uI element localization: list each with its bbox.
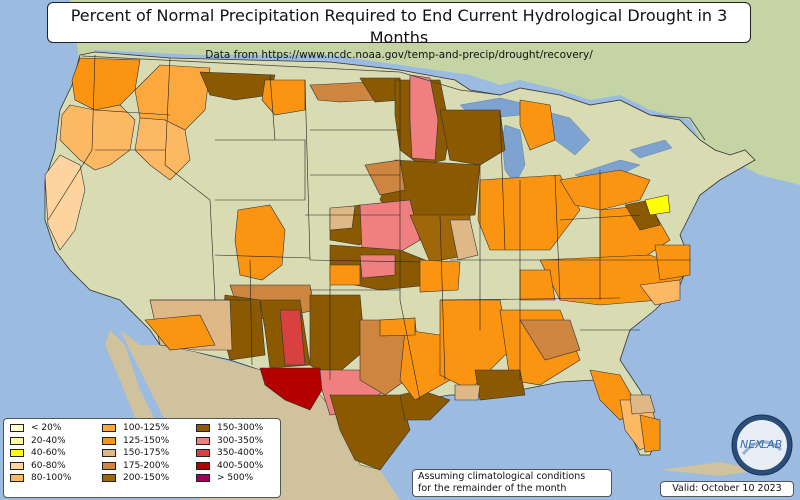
canada-landmass (0, 0, 800, 185)
title-box: Percent of Normal Precipitation Required… (47, 2, 751, 61)
legend-swatch (10, 461, 24, 470)
legend-item: 125-150% (102, 435, 169, 448)
legend-column-1: < 20% 20-40% 40-60% 60-80% 80-100% (10, 422, 71, 485)
legend-swatch (196, 424, 210, 433)
legend-label: 100-125% (123, 423, 170, 434)
legend-label: 20-40% (31, 435, 66, 446)
legend-label: 60-80% (31, 460, 66, 471)
legend-item: 350-400% (196, 447, 263, 460)
legend-label: 40-60% (31, 448, 66, 459)
legend-label: 350-400% (217, 448, 264, 459)
legend-swatch (10, 449, 24, 458)
legend-item: 175-200% (102, 460, 169, 473)
legend-swatch (102, 474, 116, 483)
legend-swatch (102, 424, 116, 433)
legend-item: 200-150% (102, 472, 169, 485)
legend-label: 150-175% (123, 448, 170, 459)
canada-us-border (81, 55, 706, 141)
legend-label: 200-150% (123, 473, 170, 484)
caribbean-landmass (660, 462, 760, 476)
legend-swatch (196, 436, 210, 445)
legend-column-3: 150-300% 300-350% 350-400% 400-500% > 50… (196, 422, 263, 485)
legend-swatch (196, 449, 210, 458)
legend-item: 40-60% (10, 447, 71, 460)
legend-label: 125-150% (123, 435, 170, 446)
valid-date: Valid: October 10 2023 (660, 481, 794, 497)
legend-swatch (10, 436, 24, 445)
legend-label: > 500% (217, 473, 254, 484)
state-borders (47, 54, 690, 401)
legend-item: 60-80% (10, 460, 71, 473)
legend-item: 150-175% (102, 447, 169, 460)
logo-text-nex: NEX (740, 438, 763, 451)
map-subtitle: Data from https://www.ncdc.noaa.gov/temp… (205, 49, 593, 61)
legend-label: < 20% (31, 423, 62, 434)
legend-item: > 500% (196, 472, 263, 485)
climatology-note: Assuming climatological conditions for t… (412, 469, 612, 497)
legend-swatch (10, 474, 24, 483)
legend-swatch (196, 474, 210, 483)
nexlab-logo: NEX LAB (731, 414, 793, 476)
legend-label: 175-200% (123, 460, 170, 471)
legend-item: 400-500% (196, 460, 263, 473)
note-line-2: for the remainder of the month (418, 483, 567, 494)
map-title: Percent of Normal Precipitation Required… (70, 6, 728, 47)
legend-item: 300-350% (196, 435, 263, 448)
legend: < 20% 20-40% 40-60% 60-80% 80-100% 100-1… (3, 418, 281, 498)
legend-item: 20-40% (10, 435, 71, 448)
legend-label: 400-500% (217, 460, 264, 471)
legend-swatch (102, 461, 116, 470)
legend-label: 80-100% (31, 473, 72, 484)
legend-label: 150-300% (217, 423, 264, 434)
legend-swatch (102, 436, 116, 445)
legend-swatch (196, 461, 210, 470)
legend-label: 300-350% (217, 435, 264, 446)
logo-text-lab: LAB (761, 438, 782, 451)
legend-item: 150-300% (196, 422, 263, 435)
drought-regions (44, 57, 691, 471)
note-line-1: Assuming climatological conditions (418, 471, 586, 482)
legend-item: < 20% (10, 422, 71, 435)
legend-column-2: 100-125% 125-150% 150-175% 175-200% 200-… (102, 422, 169, 485)
legend-swatch (10, 424, 24, 433)
legend-swatch (102, 449, 116, 458)
legend-item: 100-125% (102, 422, 169, 435)
legend-item: 80-100% (10, 472, 71, 485)
